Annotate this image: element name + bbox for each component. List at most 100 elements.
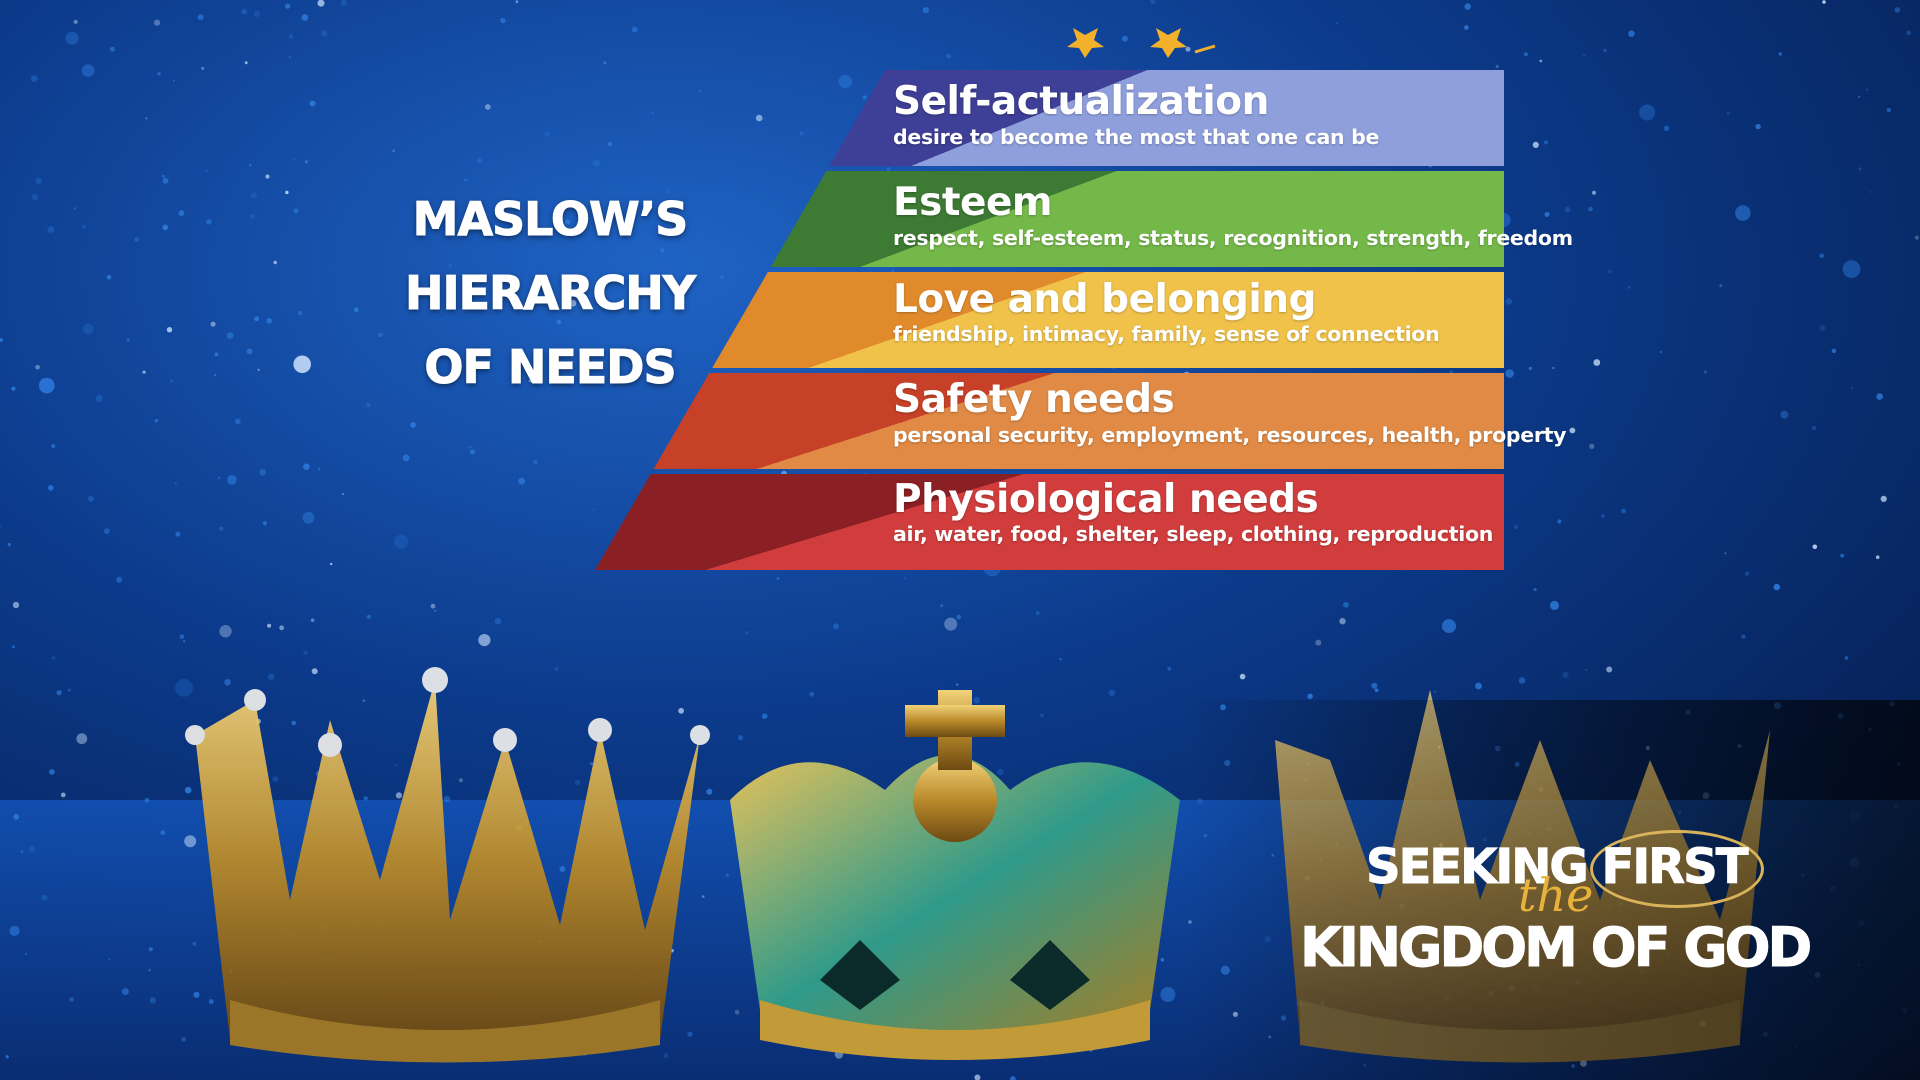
glitter-sparkle <box>443 795 451 803</box>
logo-seeking-text: SEEKING <box>1366 839 1590 895</box>
glitter-sparkle <box>304 160 309 164</box>
glitter-sparkle <box>1593 359 1601 366</box>
tier-name-esteem: Esteem <box>893 180 1053 225</box>
glitter-sparkle <box>291 720 297 726</box>
glitter-sparkle <box>157 72 161 76</box>
glitter-sparkle <box>330 562 333 566</box>
glitter-sparkle <box>5 1055 9 1059</box>
tier-desc-love-and-belonging: friendship, intimacy, family, sense of c… <box>893 322 1440 346</box>
glitter-sparkle <box>1822 0 1826 4</box>
glitter-sparkle <box>437 381 440 385</box>
glitter-sparkle <box>1894 7 1901 13</box>
glitter-sparkle <box>719 275 724 280</box>
glitter-sparkle <box>1513 524 1519 530</box>
glitter-sparkle <box>246 348 253 355</box>
glitter-sparkle <box>272 776 279 783</box>
logo-first-text: FIRST <box>1601 839 1749 895</box>
glitter-sparkle <box>30 75 38 82</box>
glitter-sparkle <box>515 0 519 4</box>
glitter-sparkle <box>362 699 366 702</box>
glitter-sparkle <box>1374 688 1379 693</box>
glitter-sparkle <box>65 31 79 45</box>
glitter-sparkle <box>1564 206 1571 213</box>
glitter-sparkle <box>366 614 371 619</box>
glitter-sparkle <box>224 679 231 686</box>
glitter-sparkle <box>7 542 11 547</box>
glitter-sparkle <box>82 224 86 229</box>
glitter-sparkle <box>184 835 197 848</box>
glitter-sparkle <box>126 338 130 342</box>
glitter-sparkle <box>458 778 463 783</box>
glitter-sparkle <box>1167 666 1172 671</box>
glitter-sparkle <box>292 158 296 161</box>
logo-the-text: the <box>1518 868 1594 922</box>
glitter-sparkle <box>1773 583 1781 591</box>
glitter-sparkle <box>1780 410 1789 419</box>
glitter-sparkle <box>49 769 55 775</box>
glitter-sparkle <box>395 792 402 799</box>
glitter-sparkle <box>116 576 123 583</box>
glitter-sparkle <box>1185 46 1191 52</box>
glitter-sparkle <box>161 174 165 178</box>
glitter-sparkle <box>1627 286 1631 289</box>
glitter-sparkle <box>946 54 951 59</box>
glitter-sparkle <box>51 656 56 660</box>
glitter-sparkle <box>1307 693 1313 699</box>
glitter-sparkle <box>363 796 368 801</box>
logo-first-oval <box>1590 830 1764 908</box>
glitter-sparkle <box>1842 260 1861 278</box>
glitter-sparkle <box>303 650 308 656</box>
glitter-sparkle <box>518 477 526 485</box>
glitter-sparkle <box>234 418 241 425</box>
glitter-sparkle <box>1831 348 1837 354</box>
glitter-sparkle <box>226 332 234 339</box>
glitter-sparkle <box>38 377 55 394</box>
glitter-sparkle <box>317 0 325 7</box>
glitter-sparkle <box>484 104 491 110</box>
glitter-sparkle <box>148 969 151 972</box>
glitter-sparkle <box>592 509 595 511</box>
glitter-sparkle <box>1544 140 1549 145</box>
tier-name-love-and-belonging: Love and belonging <box>893 277 1316 322</box>
glitter-sparkle <box>48 485 54 491</box>
glitter-sparkle <box>1518 677 1526 684</box>
glitter-sparkle <box>1741 634 1746 639</box>
pyramid-tier <box>829 70 1504 166</box>
glitter-sparkle <box>476 158 483 164</box>
glitter-sparkle <box>1621 508 1626 514</box>
glitter-sparkle <box>1858 167 1862 171</box>
glitter-sparkle <box>469 446 472 449</box>
glitter-sparkle <box>265 174 270 179</box>
glitter-sparkle <box>903 577 907 580</box>
glitter-sparkle <box>1464 25 1469 30</box>
glitter-sparkle <box>249 163 252 167</box>
glitter-sparkle <box>1533 587 1537 592</box>
glitter-sparkle <box>528 379 532 383</box>
glitter-sparkle <box>145 117 148 120</box>
glitter-sparkle <box>1528 366 1532 371</box>
glitter-sparkle <box>603 61 607 65</box>
glitter-sparkle <box>67 688 71 692</box>
glitter-sparkle <box>69 997 74 1002</box>
glitter-sparkle <box>776 577 780 580</box>
pyramid-tier <box>770 171 1504 267</box>
glitter-sparkle <box>73 19 78 24</box>
glitter-sparkle <box>144 797 150 803</box>
glitter-sparkle <box>253 10 260 17</box>
glitter-sparkle <box>1755 123 1761 130</box>
glitter-sparkle <box>1819 253 1824 258</box>
glitter-sparkle <box>20 850 24 853</box>
glitter-sparkle <box>172 79 176 82</box>
glitter-sparkle <box>1886 107 1892 113</box>
glitter-sparkle <box>1914 235 1919 240</box>
glitter-sparkle <box>288 34 294 39</box>
glitter-sparkle <box>1628 30 1635 37</box>
glitter-sparkle <box>556 319 562 325</box>
glitter-sparkle <box>154 418 159 423</box>
glitter-sparkle <box>82 323 94 335</box>
glitter-sparkle <box>559 866 566 872</box>
glitter-sparkle <box>377 332 383 338</box>
glitter-sparkle <box>121 988 129 996</box>
glitter-sparkle <box>1583 54 1586 57</box>
glitter-sparkle <box>11 386 16 391</box>
